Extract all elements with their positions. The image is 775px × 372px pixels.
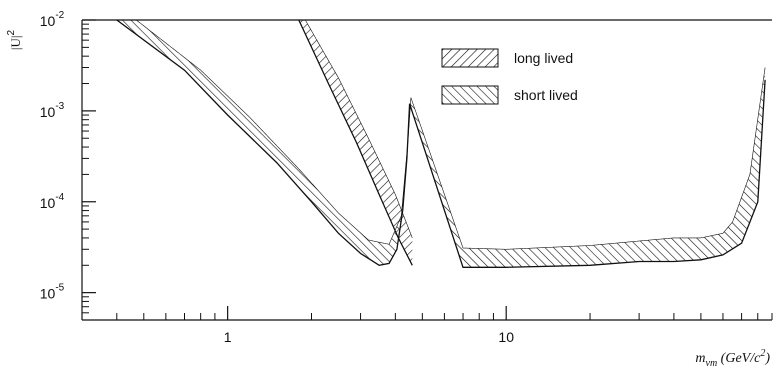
minor-ticks bbox=[81, 23, 773, 320]
x-tick-label: 1 bbox=[224, 329, 232, 345]
series-long-lived bbox=[298, 20, 413, 266]
legend-entry-short-lived: short lived bbox=[441, 85, 578, 105]
series-short-lived bbox=[116, 20, 766, 268]
y-axis-label: |U|2 bbox=[6, 29, 23, 50]
major-ticks: 1 10 10-2 10-3 10-4 10-5 bbox=[40, 10, 514, 345]
y-tick-label: 10-3 bbox=[40, 101, 65, 120]
bands bbox=[116, 20, 766, 268]
legend-swatch-long-lived bbox=[441, 48, 499, 68]
y-tick-label: 10-5 bbox=[40, 283, 65, 302]
axes bbox=[81, 19, 772, 321]
legend-label-short-lived: short lived bbox=[514, 87, 578, 103]
legend-entry-long-lived: long lived bbox=[441, 48, 573, 68]
y-tick-label: 10-4 bbox=[40, 192, 65, 211]
x-tick-label: 10 bbox=[498, 329, 514, 345]
band-upper-edge bbox=[305, 20, 413, 239]
band-lower-edge bbox=[116, 20, 766, 268]
band-fill bbox=[116, 20, 766, 268]
legend: long lived short lived bbox=[441, 48, 578, 105]
y-tick-label: 10-2 bbox=[40, 10, 65, 29]
y-axis-label-text: |U|2 bbox=[6, 29, 23, 50]
legend-label-long-lived: long lived bbox=[514, 50, 573, 66]
band-lower-edge bbox=[298, 20, 413, 266]
legend-swatch-short-lived bbox=[441, 85, 499, 105]
x-axis-label: mνm (GeV/c2) bbox=[695, 348, 770, 369]
band-upper-edge bbox=[136, 20, 766, 250]
